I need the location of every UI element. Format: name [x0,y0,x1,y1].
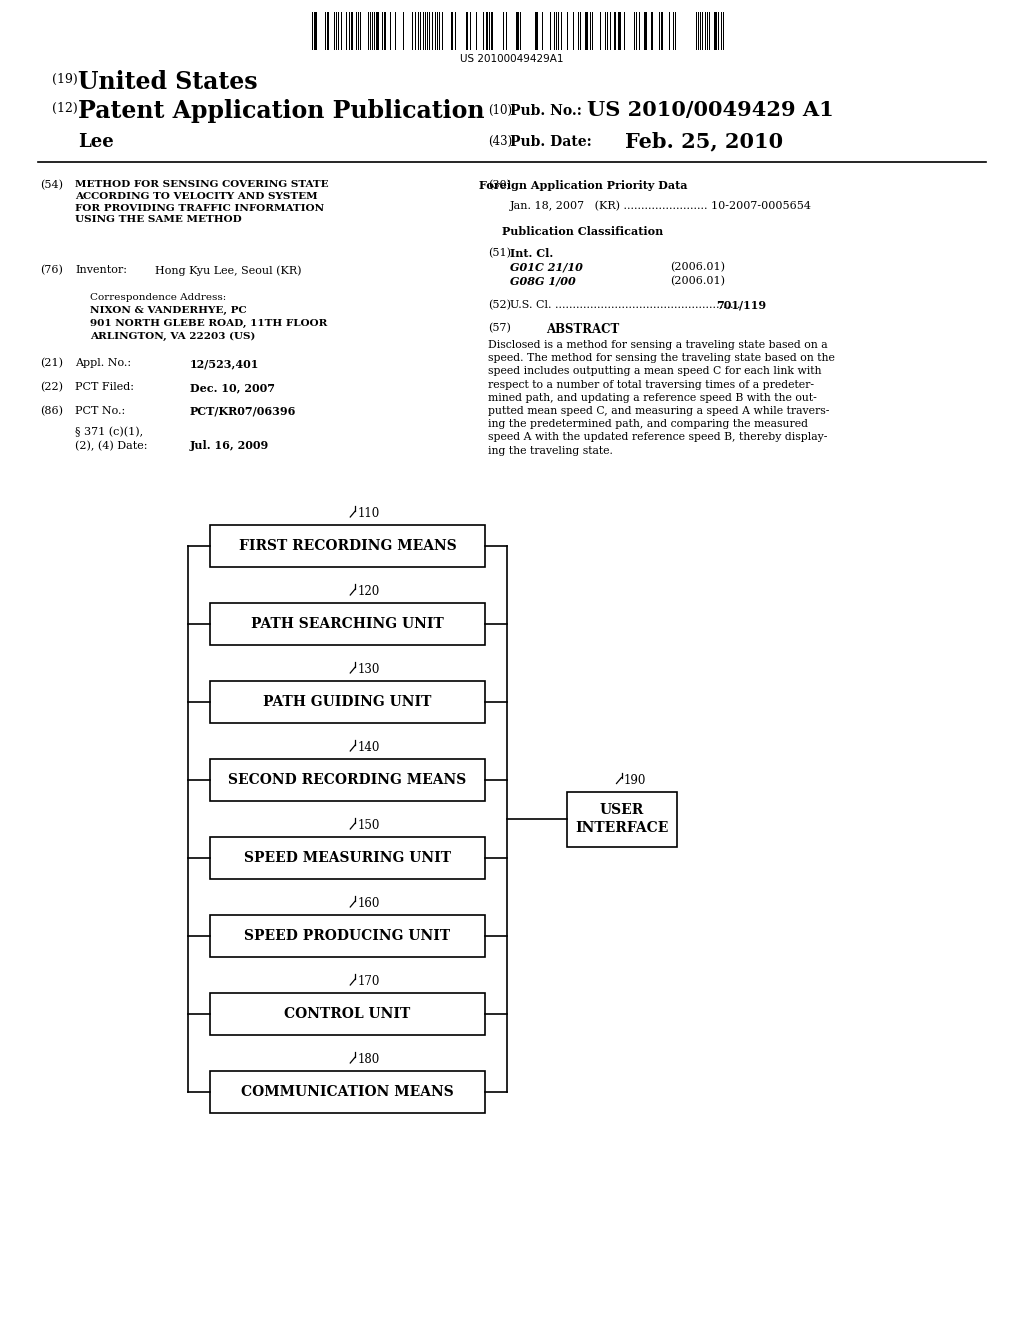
Text: (2006.01): (2006.01) [670,276,725,286]
Text: (21): (21) [40,358,63,368]
Text: CONTROL UNIT: CONTROL UNIT [285,1007,411,1020]
Text: PCT/KR07/06396: PCT/KR07/06396 [190,407,296,417]
Text: METHOD FOR SENSING COVERING STATE
ACCORDING TO VELOCITY AND SYSTEM
FOR PROVIDING: METHOD FOR SENSING COVERING STATE ACCORD… [75,180,329,224]
Text: Foreign Application Priority Data: Foreign Application Priority Data [479,180,687,191]
Text: G01C 21/10: G01C 21/10 [510,261,583,273]
Text: 150: 150 [357,818,380,832]
Text: US 2010/0049429 A1: US 2010/0049429 A1 [587,100,834,120]
Bar [314,12,317,50]
Text: (51): (51) [488,248,511,259]
Text: (2006.01): (2006.01) [670,261,725,272]
Bar [210,603,485,645]
Text: US 20100049429A1: US 20100049429A1 [460,54,564,63]
Text: (22): (22) [40,381,63,392]
Text: Pub. Date:: Pub. Date: [510,135,592,149]
Bar [210,681,485,723]
Text: USER
INTERFACE: USER INTERFACE [575,803,669,836]
Bar [644,12,647,50]
Text: Int. Cl.: Int. Cl. [510,248,553,259]
Bar [210,915,485,957]
Bar [662,12,663,50]
Text: (10): (10) [488,104,512,117]
Text: 130: 130 [357,663,380,676]
Bar [210,837,485,879]
Text: 160: 160 [357,898,380,909]
Text: § 371 (c)(1),
(2), (4) Date:: § 371 (c)(1), (2), (4) Date: [75,426,147,451]
Text: (86): (86) [40,407,63,416]
Bar [210,993,485,1035]
Bar [486,12,488,50]
Bar [327,12,329,50]
Text: United States: United States [78,70,258,94]
Text: 190: 190 [624,774,646,787]
Bar [376,12,379,50]
Bar [451,12,453,50]
Text: Inventor:: Inventor: [75,265,127,275]
Text: FIRST RECORDING MEANS: FIRST RECORDING MEANS [239,539,457,553]
Text: Jul. 16, 2009: Jul. 16, 2009 [190,440,269,451]
Text: (57): (57) [488,323,511,334]
Text: 140: 140 [357,741,380,754]
Text: SECOND RECORDING MEANS: SECOND RECORDING MEANS [228,774,467,787]
Text: NIXON & VANDERHYE, PC: NIXON & VANDERHYE, PC [90,306,247,315]
Text: Pub. No.:: Pub. No.: [510,104,582,117]
Bar [535,12,538,50]
Bar [384,12,386,50]
Text: ARLINGTON, VA 22203 (US): ARLINGTON, VA 22203 (US) [90,333,255,341]
Text: (43): (43) [488,135,512,148]
Bar [567,792,677,846]
Text: PCT Filed:: PCT Filed: [75,381,134,392]
Text: 120: 120 [357,585,380,598]
Text: Feb. 25, 2010: Feb. 25, 2010 [625,131,783,150]
Bar [466,12,468,50]
Text: Lee: Lee [78,133,114,150]
Text: Dec. 10, 2007: Dec. 10, 2007 [190,381,275,393]
Text: 180: 180 [357,1053,380,1067]
Text: Publication Classification: Publication Classification [503,226,664,238]
Text: 12/523,401: 12/523,401 [190,358,259,370]
Text: (76): (76) [40,265,62,276]
Text: PCT No.:: PCT No.: [75,407,125,416]
Text: SPEED PRODUCING UNIT: SPEED PRODUCING UNIT [245,929,451,942]
Text: Patent Application Publication: Patent Application Publication [78,99,484,123]
Bar [714,12,717,50]
Bar [516,12,519,50]
Text: 170: 170 [357,975,380,987]
Text: Hong Kyu Lee, Seoul (KR): Hong Kyu Lee, Seoul (KR) [155,265,301,276]
Text: Appl. No.:: Appl. No.: [75,358,131,368]
Bar [618,12,621,50]
Text: PATH SEARCHING UNIT: PATH SEARCHING UNIT [251,616,443,631]
Text: 901 NORTH GLEBE ROAD, 11TH FLOOR: 901 NORTH GLEBE ROAD, 11TH FLOOR [90,319,328,327]
Text: ABSTRACT: ABSTRACT [547,323,620,337]
Text: (52): (52) [488,300,511,310]
Bar [490,12,493,50]
Text: Disclosed is a method for sensing a traveling state based on a
speed. The method: Disclosed is a method for sensing a trav… [488,341,835,455]
Text: G08G 1/00: G08G 1/00 [510,276,575,286]
Text: (12): (12) [52,102,78,115]
Text: (30): (30) [488,180,511,190]
Text: Correspondence Address:: Correspondence Address: [90,293,226,302]
Text: U.S. Cl. .....................................................: U.S. Cl. ...............................… [510,300,740,310]
Bar [210,525,485,568]
Text: COMMUNICATION MEANS: COMMUNICATION MEANS [241,1085,454,1100]
Text: PATH GUIDING UNIT: PATH GUIDING UNIT [263,696,432,709]
Bar [651,12,653,50]
Bar [585,12,588,50]
Text: 701/119: 701/119 [716,300,766,312]
Text: SPEED MEASURING UNIT: SPEED MEASURING UNIT [244,851,451,865]
Text: (19): (19) [52,73,78,86]
Text: Jan. 18, 2007   (KR) ........................ 10-2007-0005654: Jan. 18, 2007 (KR) .....................… [510,201,812,211]
Bar [210,759,485,801]
Bar [210,1071,485,1113]
Bar [614,12,616,50]
Bar [351,12,353,50]
Text: 110: 110 [357,507,380,520]
Text: (54): (54) [40,180,63,190]
